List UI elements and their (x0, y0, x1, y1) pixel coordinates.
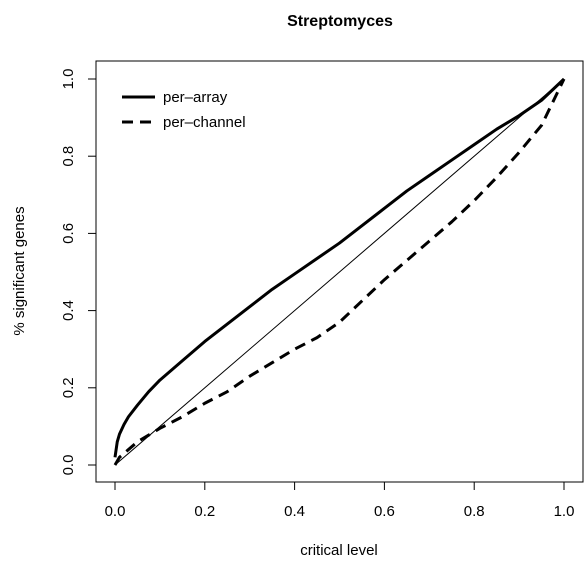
y-tick-label: 1.0 (60, 69, 77, 90)
y-tick-label: 0.8 (60, 146, 77, 167)
legend: per–array per–channel (122, 89, 246, 131)
x-tick-label: 0.8 (464, 503, 485, 520)
x-tick-label: 0.6 (374, 503, 395, 520)
x-tick-label: 0.4 (284, 503, 305, 520)
y-tick-label: 0.2 (60, 377, 77, 398)
x-tick-label: 0.2 (194, 503, 215, 520)
x-tick-label: 0.0 (105, 503, 126, 520)
chart-title: Streptomyces (287, 13, 393, 30)
y-tick-label: 0.6 (60, 223, 77, 244)
x-axis-label: critical level (300, 542, 378, 559)
series-line-1 (113, 77, 566, 458)
legend-label-1: per–array (163, 89, 228, 106)
legend-label-2: per–channel (163, 114, 246, 131)
y-axis-label: % significant genes (11, 206, 28, 335)
series-layer (113, 77, 566, 466)
reference-line-layer (114, 78, 565, 466)
y-tick-label: 0.0 (60, 455, 77, 476)
x-axis: 0.0 0.2 0.4 0.6 0.8 1.0 (105, 481, 575, 520)
reference-diagonal-line (114, 78, 565, 466)
y-axis: 0.0 0.2 0.4 0.6 0.8 1.0 (60, 69, 97, 476)
y-tick-label: 0.4 (60, 300, 77, 321)
x-tick-label: 1.0 (554, 503, 575, 520)
series-line-2 (113, 78, 566, 466)
